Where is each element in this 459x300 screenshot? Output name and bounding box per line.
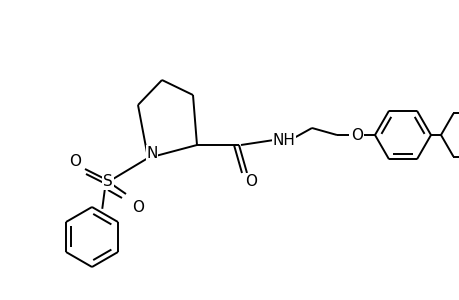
- Text: S: S: [103, 175, 112, 190]
- Text: O: O: [350, 128, 362, 142]
- Text: NH: NH: [272, 133, 295, 148]
- Text: O: O: [132, 200, 144, 215]
- Text: N: N: [146, 146, 157, 160]
- Text: O: O: [245, 173, 257, 188]
- Text: O: O: [69, 154, 81, 169]
